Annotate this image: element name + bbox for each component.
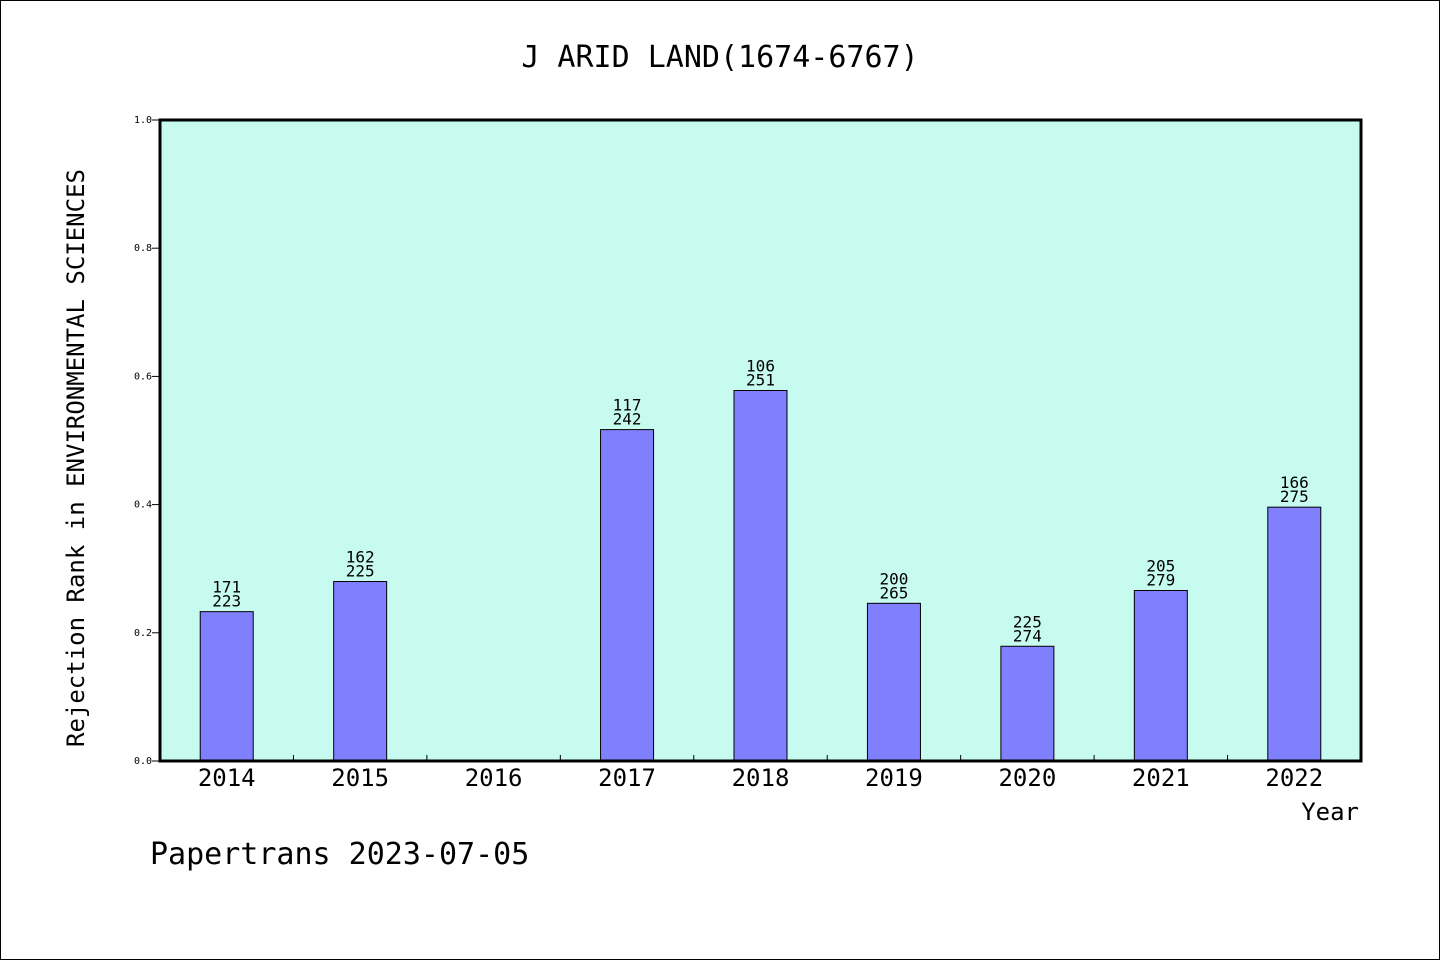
footer-text: Papertrans 2023-07-05 — [150, 837, 529, 872]
bar-label-top: 166 — [1280, 473, 1309, 492]
bar-label-top: 106 — [746, 357, 775, 376]
bar-label-bottom: 223 — [212, 592, 241, 611]
bar-label-bottom: 265 — [879, 583, 908, 602]
bar-label-top: 200 — [879, 569, 908, 588]
plot-border — [158, 118, 1363, 763]
y-axis: 0.0 0.2 0.4 0.6 0.8 1.0 — [134, 115, 160, 767]
bar-label-top: 162 — [346, 548, 375, 567]
bar-label-top: 117 — [613, 396, 642, 415]
y-tick-label: 0.2 — [134, 628, 152, 639]
bar-label-bottom: 274 — [1013, 626, 1042, 645]
bar-label-bottom: 242 — [613, 410, 642, 429]
x-axis-label: Year — [1301, 798, 1359, 826]
bar — [1267, 506, 1322, 762]
y-tick-label: 0.4 — [134, 500, 152, 511]
x-tick-label: 2020 — [998, 764, 1056, 792]
bar-label-top: 225 — [1013, 612, 1042, 631]
bar-label-bottom: 275 — [1280, 487, 1309, 506]
bar — [199, 611, 254, 762]
chart-title: J ARID LAND(1674-6767) — [521, 40, 918, 75]
bar — [1133, 589, 1188, 762]
x-tick-label: 2021 — [1132, 764, 1190, 792]
x-axis: 2014 2015 2016 2017 2018 2019 2020 2021 2022 — [198, 755, 1323, 792]
y-tick-label: 0.0 — [134, 756, 152, 767]
y-tick-label: 0.6 — [134, 371, 152, 382]
bar — [866, 602, 921, 762]
bar — [333, 581, 388, 762]
x-tick-label: 2016 — [465, 764, 523, 792]
x-tick-label: 2014 — [198, 764, 256, 792]
bar-label-top: 171 — [212, 578, 241, 597]
x-tick-label: 2015 — [331, 764, 389, 792]
bar-labels: 1712231622251172421062512002652252742052… — [212, 357, 1308, 646]
bar-label-bottom: 251 — [746, 371, 775, 390]
bar-label-bottom: 225 — [346, 562, 375, 581]
y-tick-label: 0.8 — [134, 243, 152, 254]
bar-label-bottom: 279 — [1146, 570, 1175, 589]
x-tick-label: 2022 — [1265, 764, 1323, 792]
bar — [600, 429, 655, 762]
bars — [199, 390, 1322, 762]
x-tick-label: 2019 — [865, 764, 923, 792]
bar-label-top: 205 — [1146, 556, 1175, 575]
bar — [733, 390, 788, 762]
y-axis-label: Rejection Rank in ENVIRONMENTAL SCIENCES — [62, 169, 90, 747]
x-tick-label: 2017 — [598, 764, 656, 792]
x-tick-label: 2018 — [732, 764, 790, 792]
y-tick-label: 1.0 — [134, 115, 152, 126]
bar — [1000, 645, 1055, 762]
